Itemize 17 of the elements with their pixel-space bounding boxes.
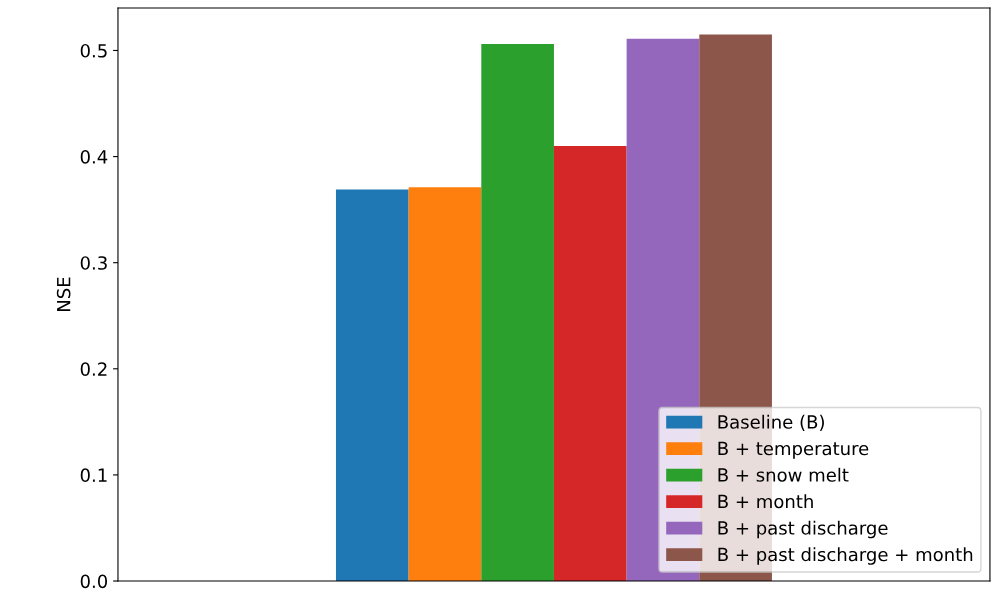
bar [553,145,627,582]
bar [335,189,409,582]
y-tick-label: 0.5 [80,43,107,58]
y-tick-label: 0.3 [80,256,107,270]
legend-label: B + snow melt [718,467,849,482]
legend-label: B + past discharge + month [718,547,973,565]
legend-label: B + past discharge [718,520,888,539]
y-tick-label: 0.1 [80,468,107,483]
y-tick-label: 0.4 [80,150,108,164]
y-tick-label: 0.0 [80,574,108,589]
legend-label: Baseline (B) [718,414,824,431]
legend-label: B + temperature [718,441,869,459]
legend-label: B + month [718,494,813,509]
bar [408,187,482,582]
bar [481,44,554,582]
y-axis-title: NSE [56,277,71,311]
y-tick-label: 0.2 [80,362,107,376]
